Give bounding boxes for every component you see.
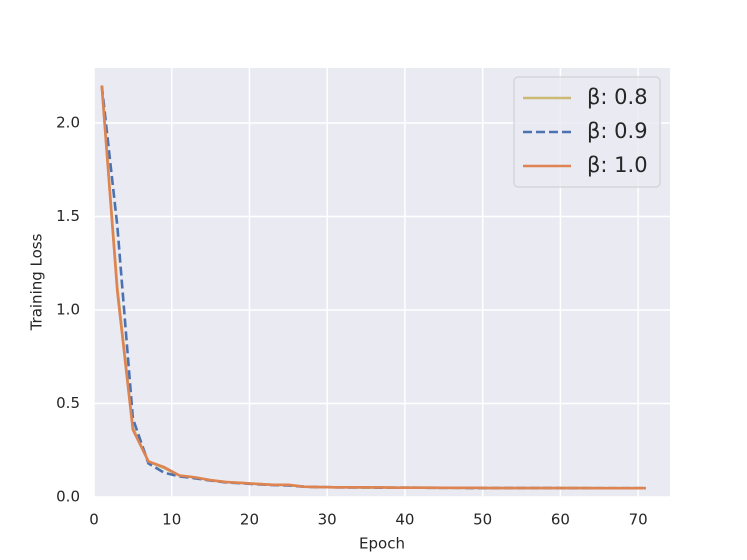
x-tick-label: 70 [629, 511, 648, 529]
x-tick-label: 10 [162, 511, 181, 529]
y-tick-label: 2.0 [56, 113, 80, 131]
x-tick-label: 40 [395, 511, 414, 529]
x-tick-label: 50 [473, 511, 492, 529]
y-tick-label: 0.5 [56, 394, 80, 412]
legend-label: β: 0.9 [587, 119, 648, 143]
line-series [100, 85, 646, 490]
x-tick-label: 30 [318, 511, 337, 529]
legend-box [513, 76, 661, 188]
x-axis-label: Epoch [359, 535, 405, 553]
y-tick-label: 1.5 [56, 207, 80, 225]
x-tick-label: 20 [240, 511, 259, 529]
x-tick-label: 60 [551, 511, 570, 529]
y-axis-label: Training Loss [28, 233, 46, 331]
y-tick-label: 0.0 [56, 488, 80, 506]
legend-label: β: 0.8 [587, 85, 648, 109]
y-tick-label: 1.0 [56, 300, 80, 318]
x-tick-label: 0 [89, 511, 99, 529]
legend-label: β: 1.0 [587, 153, 648, 177]
